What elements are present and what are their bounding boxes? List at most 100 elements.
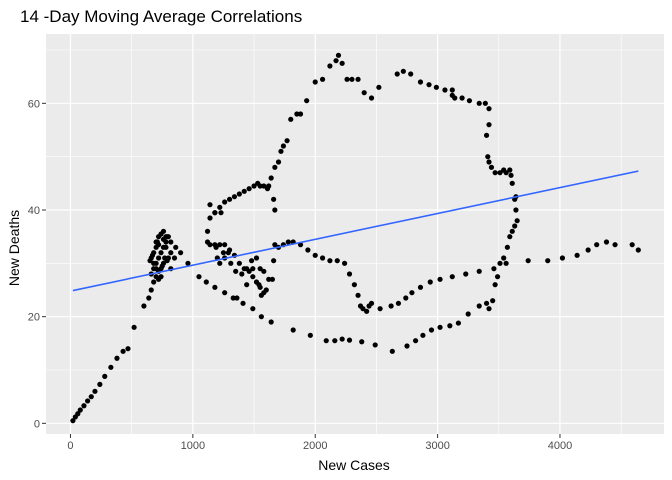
- data-point: [280, 143, 287, 149]
- data-point: [629, 242, 635, 248]
- data-point: [290, 327, 296, 333]
- data-point: [164, 234, 170, 240]
- data-point: [77, 407, 83, 413]
- data-point: [400, 68, 406, 74]
- data-point: [368, 95, 375, 101]
- data-point: [97, 381, 103, 387]
- data-point: [257, 266, 263, 272]
- data-point: [312, 252, 318, 258]
- data-point: [376, 84, 382, 90]
- data-point: [297, 111, 304, 117]
- data-point: [635, 247, 641, 253]
- data-point: [483, 300, 490, 306]
- data-point: [141, 303, 147, 309]
- data-point: [485, 154, 491, 160]
- x-axis-title: New Cases: [318, 457, 390, 473]
- data-point: [272, 242, 278, 248]
- data-point: [476, 303, 482, 309]
- data-point: [148, 287, 154, 293]
- data-point: [213, 244, 219, 250]
- data-point: [81, 403, 87, 409]
- data-point: [263, 287, 269, 293]
- data-point: [332, 338, 338, 344]
- data-point: [501, 255, 507, 261]
- x-tick-label: 2000: [303, 440, 327, 452]
- data-point: [222, 290, 228, 296]
- data-point: [153, 239, 159, 245]
- data-point: [158, 250, 164, 256]
- data-point: [327, 63, 333, 69]
- data-point: [486, 306, 492, 312]
- data-point: [349, 76, 355, 82]
- data-point: [173, 244, 179, 250]
- data-point: [108, 364, 114, 370]
- data-point: [307, 332, 313, 338]
- data-point: [261, 268, 267, 274]
- data-point: [490, 298, 496, 304]
- data-point: [288, 116, 294, 122]
- data-point: [285, 239, 291, 245]
- data-point: [294, 111, 300, 117]
- data-point: [409, 290, 415, 296]
- data-point: [359, 339, 365, 345]
- data-point: [486, 159, 492, 165]
- data-point: [455, 320, 462, 326]
- data-point: [120, 348, 126, 354]
- data-point: [319, 76, 326, 82]
- data-point: [178, 250, 184, 256]
- data-point: [497, 260, 503, 266]
- y-tick-label: 0: [34, 418, 40, 430]
- data-point: [217, 204, 223, 210]
- data-point: [239, 271, 245, 277]
- data-point: [483, 132, 490, 138]
- data-point: [168, 239, 174, 245]
- data-point: [131, 324, 137, 330]
- data-point: [255, 180, 261, 186]
- data-point: [155, 255, 162, 261]
- data-point: [501, 167, 507, 173]
- data-point: [344, 76, 350, 82]
- data-point: [160, 228, 167, 234]
- data-point: [494, 274, 501, 280]
- data-point: [486, 122, 492, 128]
- data-point: [417, 79, 424, 85]
- data-point: [360, 306, 366, 312]
- data-point: [447, 323, 453, 329]
- data-point: [514, 218, 520, 224]
- data-point: [153, 266, 159, 272]
- data-point: [248, 258, 255, 264]
- data-point: [312, 79, 318, 85]
- data-point: [246, 186, 252, 192]
- data-point: [75, 411, 81, 417]
- data-point: [361, 90, 367, 96]
- data-point: [341, 260, 348, 266]
- data-point: [603, 239, 610, 245]
- data-point: [196, 274, 202, 280]
- data-point: [574, 252, 580, 258]
- data-point: [476, 100, 482, 106]
- data-point: [492, 170, 498, 176]
- data-point: [244, 282, 250, 288]
- data-point: [278, 148, 284, 154]
- data-point: [258, 314, 264, 320]
- data-point: [395, 300, 402, 306]
- data-point: [408, 71, 414, 77]
- plot-panel: [46, 34, 664, 434]
- data-point: [355, 292, 361, 298]
- data-point: [482, 100, 488, 106]
- data-point: [212, 210, 218, 216]
- data-point: [264, 186, 271, 192]
- data-point: [151, 250, 157, 256]
- data-point: [503, 260, 509, 266]
- data-point: [160, 236, 167, 242]
- chart-title: 14 -Day Moving Average Correlations: [20, 7, 302, 26]
- data-point: [155, 276, 162, 282]
- data-point: [437, 324, 443, 330]
- data-point: [231, 194, 238, 200]
- data-point: [559, 255, 566, 261]
- data-point: [459, 95, 465, 101]
- data-point: [427, 279, 433, 285]
- data-point: [426, 82, 432, 88]
- data-point: [513, 207, 519, 213]
- y-axis-title: New Deaths: [6, 210, 22, 286]
